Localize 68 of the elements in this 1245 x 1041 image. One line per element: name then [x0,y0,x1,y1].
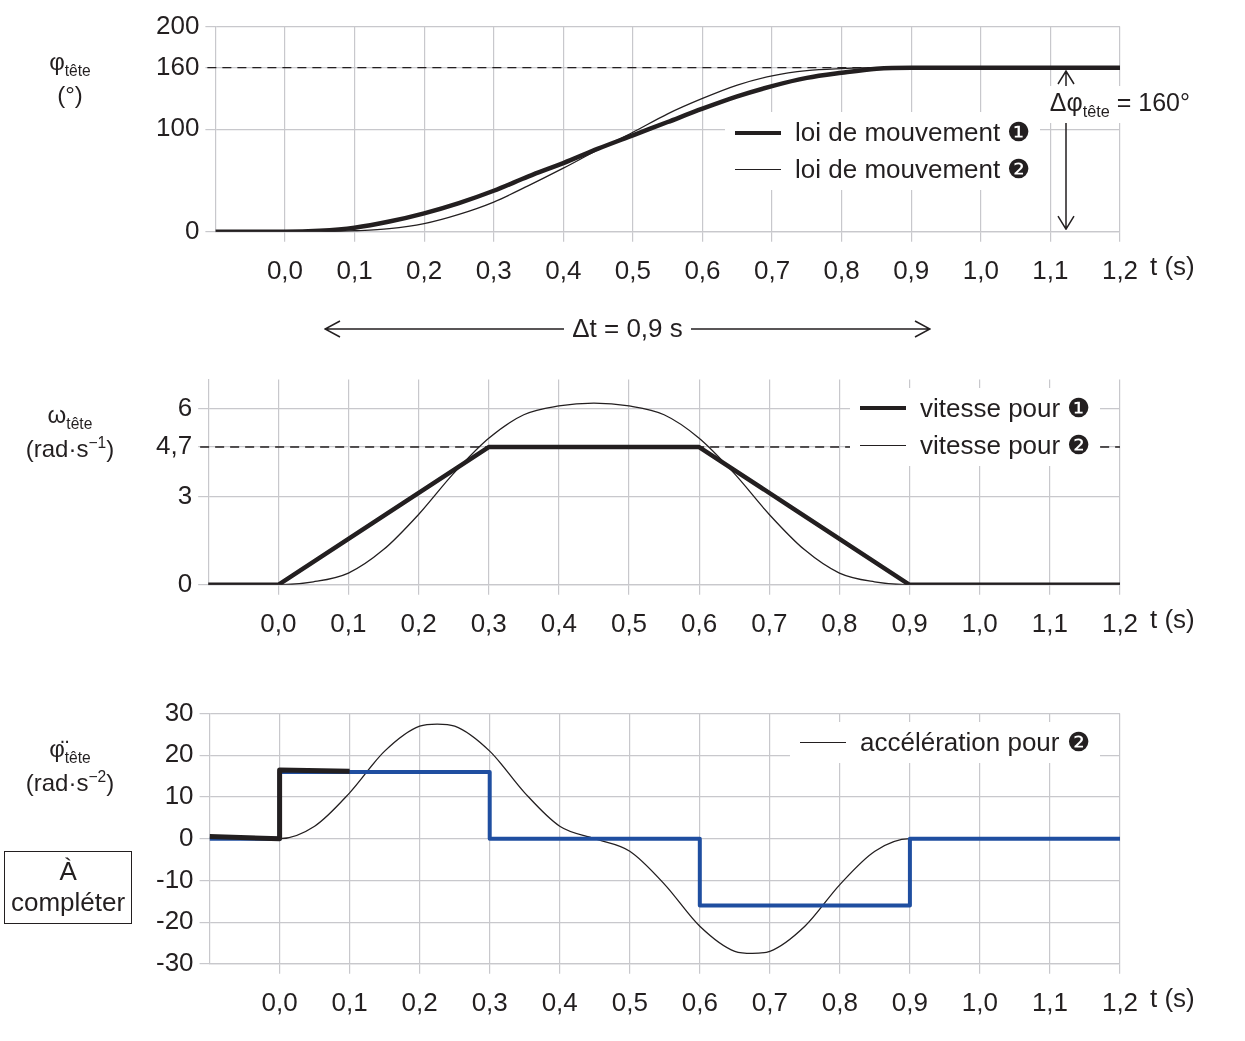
x-tick-label: 1,0 [961,607,998,638]
x-tick-label: 0,5 [611,986,648,1017]
x-tick-label: 1,1 [1032,254,1069,285]
x-tick-label: 0,1 [330,607,367,638]
x-tick-label: 1,0 [962,254,999,285]
x-tick-label: 0,4 [540,607,577,638]
x-tick-label: 0,0 [266,254,304,285]
x-axis-title: t (s) [1150,603,1195,634]
x-tick-label: 0,7 [751,986,788,1017]
y-tick-label: 3 [177,480,193,511]
x-tick-label: 0,2 [401,986,438,1017]
y-tick-label: 0 [179,821,194,852]
legend-label: accélération pour ❷ [860,726,1090,758]
x-axis-title: t (s) [1150,982,1195,1013]
y-tick-label: -30 [156,946,194,977]
x-tick-label: 0,3 [475,254,512,285]
x-tick-label: 0,5 [610,607,648,638]
y-axis-title: φ$_{tête}$ (°) [48,46,92,110]
y-tick-label: -20 [156,905,194,936]
x-tick-label: 0,6 [681,607,718,638]
annotation: Δφ$_{tête}$ = 160° [1049,86,1190,124]
x-tick-label: 1,1 [1031,607,1068,638]
x-tick-label: 1,1 [1031,986,1069,1017]
x-tick-label: 0,6 [681,986,718,1017]
y-tick-label: 0 [184,214,200,245]
y-tick-label: 6 [177,392,193,423]
y-tick-label: 10 [164,780,194,811]
y-tick-label: 0 [177,567,193,598]
x-axis-title: t (s) [1150,250,1195,281]
y-axis-title: φ̈$_{tête}$ (rad·s$^{−2}$) [24,733,116,798]
x-tick-label: 0,1 [331,986,368,1017]
x-tick-label: 0,9 [891,986,928,1017]
y-tick-label: -10 [156,863,194,894]
x-tick-label: 1,2 [1101,607,1139,638]
text: Δt = 0,9 s [572,313,683,344]
x-tick-label: 0,6 [684,254,721,285]
y-tick-label: 30 [164,696,194,727]
y-tick-label: 20 [164,738,194,769]
y-tick-label: 100 [155,112,200,143]
x-tick-label: 0,5 [614,254,651,285]
x-tick-label: 0,3 [470,607,507,638]
text: À compléter [4,851,133,924]
legend-label: loi de mouvement ❶ [795,117,1031,149]
legend-label: vitesse pour ❶ [920,392,1091,424]
y-tick-label: 200 [155,9,200,40]
x-tick-label: 1,2 [1101,986,1139,1017]
x-tick-label: 0,7 [753,254,791,285]
x-tick-label: 0,0 [260,607,297,638]
x-tick-label: 0,9 [891,607,928,638]
x-tick-label: 0,2 [406,254,443,285]
x-tick-label: 0,2 [400,607,437,638]
x-tick-label: 0,9 [893,254,930,285]
y-tick-label: 160 [155,50,200,81]
y-tick-label: 4,7 [155,430,193,461]
y-axis-title: ω$_{tête}$ (rad·s$^{−1}$) [24,399,116,464]
x-tick-label: 0,4 [541,986,578,1017]
x-tick-label: 0,8 [821,986,858,1017]
legend-label: vitesse pour ❷ [920,429,1091,461]
x-tick-label: 1,0 [961,986,999,1017]
x-tick-label: 0,8 [823,254,860,285]
x-tick-label: 0,1 [336,254,373,285]
x-tick-label: 0,8 [821,607,858,638]
x-tick-label: 0,3 [471,986,508,1017]
x-tick-label: 1,2 [1101,254,1139,285]
x-tick-label: 0,0 [261,986,298,1017]
legend-label: loi de mouvement ❷ [795,154,1031,186]
x-tick-label: 0,7 [751,607,788,638]
x-tick-label: 0,4 [545,254,582,285]
